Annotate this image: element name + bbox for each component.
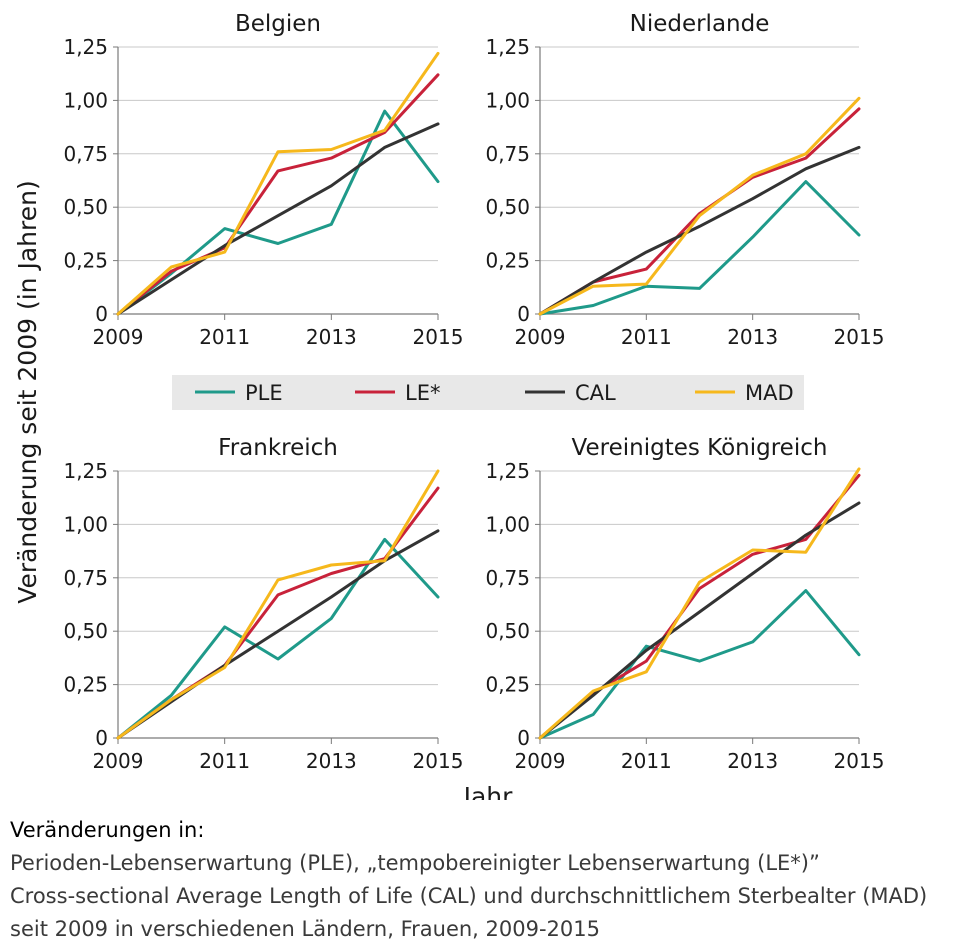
legend-label-ple: PLE (245, 381, 283, 405)
y-tick-label: 0 (95, 302, 108, 326)
series-line-mad (116, 51, 440, 316)
y-tick-label: 0,50 (485, 619, 530, 643)
series-line-le (538, 473, 861, 740)
y-tick-label: 0,25 (485, 673, 530, 697)
y-tick-label: 0 (95, 726, 108, 750)
y-tick-label: 1,00 (485, 512, 530, 536)
x-tick-label: 2011 (199, 749, 250, 773)
x-tick-label: 2009 (515, 749, 566, 773)
series-line-cal (538, 145, 861, 316)
y-tick-label: 1,25 (63, 35, 108, 59)
x-tick-label: 2011 (621, 749, 672, 773)
y-tick-label: 0,75 (485, 566, 530, 590)
series-line-cal (538, 501, 861, 740)
series-line-mad (538, 467, 861, 740)
series-line-ple (116, 537, 440, 740)
y-tick-label: 0,50 (63, 619, 108, 643)
x-tick-label: 2015 (413, 749, 464, 773)
y-tick-label: 0 (517, 302, 530, 326)
series-line-le (538, 107, 861, 316)
y-tick-label: 0,50 (485, 195, 530, 219)
x-tick-label: 2013 (727, 325, 778, 349)
y-tick-label: 0 (517, 726, 530, 750)
y-tick-label: 0,75 (63, 566, 108, 590)
x-tick-label: 2015 (413, 325, 464, 349)
y-tick-label: 1,25 (485, 459, 530, 483)
x-tick-label: 2009 (515, 325, 566, 349)
caption-line-1: Perioden-Lebenserwartung (PLE), „tempobe… (10, 851, 820, 875)
y-tick-label: 1,00 (63, 88, 108, 112)
y-tick-label: 0,75 (485, 142, 530, 166)
y-tick-label: 0,25 (485, 249, 530, 273)
y-tick-label: 0,25 (63, 249, 108, 273)
series-line-ple (538, 180, 861, 316)
legend-label-cal: CAL (575, 381, 616, 405)
series-line-cal (116, 529, 440, 740)
y-tick-label: 1,25 (485, 35, 530, 59)
x-tick-label: 2013 (727, 749, 778, 773)
x-tick-label: 2009 (93, 749, 144, 773)
legend-label-le: LE* (405, 381, 440, 405)
y-tick-label: 1,00 (63, 512, 108, 536)
x-tick-label: 2015 (834, 749, 885, 773)
x-tick-label: 2011 (199, 325, 250, 349)
y-tick-label: 0,25 (63, 673, 108, 697)
series-line-mad (116, 469, 440, 740)
series-line-cal (116, 122, 440, 316)
x-axis-title: Jahr (462, 782, 514, 800)
x-tick-label: 2013 (306, 749, 357, 773)
caption-heading: Veränderungen in: (10, 818, 205, 842)
panel-title: Niederlande (630, 11, 770, 37)
x-tick-label: 2011 (621, 325, 672, 349)
y-tick-label: 0,75 (63, 142, 108, 166)
series-line-ple (116, 109, 440, 316)
panel-title: Vereinigtes Königreich (572, 435, 828, 461)
y-tick-label: 1,25 (63, 459, 108, 483)
caption-line-2: Cross-sectional Average Length of Life (… (10, 884, 928, 908)
line-chart-panels: Belgien 0 0,25 0,50 0,75 1,00 1,25 2009 2011 2013… (13, 11, 885, 800)
series-line-le (116, 73, 440, 316)
y-axis-title: Veränderung seit 2009 (in Jahren) (13, 180, 42, 603)
y-tick-label: 0,50 (63, 195, 108, 219)
panel-title: Frankreich (218, 435, 338, 461)
series-line-ple (538, 589, 861, 740)
y-tick-label: 1,00 (485, 88, 530, 112)
x-tick-label: 2009 (93, 325, 144, 349)
x-tick-label: 2015 (834, 325, 885, 349)
panel-title: Belgien (235, 11, 321, 37)
legend-label-mad: MAD (745, 381, 794, 405)
series-line-mad (538, 96, 861, 316)
caption-line-3: seit 2009 in verschiedenen Ländern, Frau… (10, 917, 600, 941)
x-tick-label: 2013 (306, 325, 357, 349)
